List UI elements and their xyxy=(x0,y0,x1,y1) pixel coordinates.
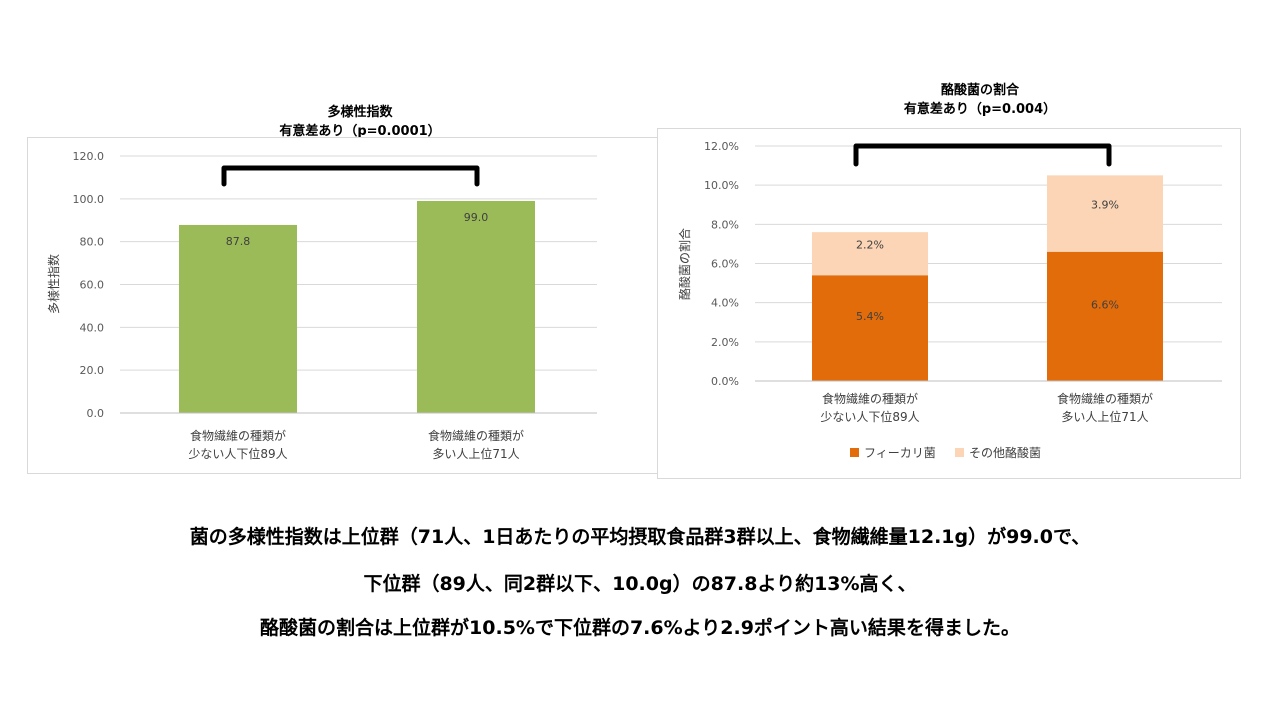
y-tick-label: 0.0 xyxy=(87,407,105,420)
right-chart-title: 酪酸菌の割合 有意差あり（p=0.004） xyxy=(835,81,1125,119)
significance-bracket xyxy=(221,165,480,187)
y-tick-label: 0.0% xyxy=(711,375,739,388)
x-category-label: 食物繊維の種類が xyxy=(1057,391,1153,406)
y-tick-label: 80.0 xyxy=(80,236,105,249)
y-tick-label: 60.0 xyxy=(80,279,105,292)
caption-line-1: 菌の多様性指数は上位群（71人、1日あたりの平均摂取食品群3群以上、食物繊維量1… xyxy=(189,526,1091,548)
bar-faecali xyxy=(1047,251,1163,381)
bar-faecali xyxy=(812,275,928,381)
diversity-chart-frame xyxy=(27,137,671,474)
bar-other xyxy=(1047,175,1163,252)
y-tick-label: 8.0% xyxy=(711,218,739,231)
bar-diversity xyxy=(417,200,535,413)
x-category-label: 食物繊維の種類が xyxy=(428,428,524,443)
left-chart-title-main: 多様性指数 xyxy=(327,105,393,120)
y-tick-label: 4.0% xyxy=(711,297,739,310)
x-category-label: 多い人上位71人 xyxy=(1061,409,1148,424)
x-category-label: 食物繊維の種類が xyxy=(822,391,918,406)
left-chart-title: 多様性指数 有意差あり（p=0.0001） xyxy=(210,103,510,141)
y-tick-label: 2.0% xyxy=(711,336,739,349)
right-chart-subtitle: 有意差あり（p=0.004） xyxy=(903,102,1057,117)
data-label: 3.9% xyxy=(1091,199,1119,212)
right-chart-title-main: 酪酸菌の割合 xyxy=(940,83,1019,98)
legend-label: その他酪酸菌 xyxy=(969,445,1041,460)
legend-swatch xyxy=(850,448,859,457)
y-tick-label: 100.0 xyxy=(73,193,105,206)
y-tick-label: 40.0 xyxy=(80,321,105,334)
significance-bracket xyxy=(853,143,1112,167)
y-tick-label: 120.0 xyxy=(73,150,105,163)
data-label: 87.8 xyxy=(226,235,251,248)
y-tick-label: 6.0% xyxy=(711,258,739,271)
data-label: 99.0 xyxy=(464,211,489,224)
x-category-label: 少ない人下位89人 xyxy=(188,446,287,461)
data-label: 2.2% xyxy=(856,239,884,252)
y-axis-label: 多様性指数 xyxy=(46,254,61,314)
data-label: 5.4% xyxy=(856,310,884,323)
x-category-label: 食物繊維の種類が xyxy=(190,428,286,443)
x-category-label: 多い人上位71人 xyxy=(432,446,519,461)
left-chart-subtitle: 有意差あり（p=0.0001） xyxy=(279,124,441,139)
y-tick-label: 20.0 xyxy=(80,364,105,377)
y-axis-label: 酪酸菌の割合 xyxy=(677,228,692,300)
y-tick-label: 10.0% xyxy=(704,179,739,192)
x-category-label: 少ない人下位89人 xyxy=(820,409,919,424)
caption-line-3: 酪酸菌の割合は上位群が10.5%で下位群の7.6%より2.9ポイント高い結果を得… xyxy=(260,617,1020,639)
data-label: 6.6% xyxy=(1091,298,1119,311)
bar-other xyxy=(812,232,928,276)
legend-swatch xyxy=(955,448,964,457)
caption-line-2: 下位群（89人、同2群以下、10.0g）の87.8より約13%高く、 xyxy=(363,573,917,595)
bar-diversity xyxy=(179,224,297,413)
legend-label: フィーカリ菌 xyxy=(864,446,936,460)
y-tick-label: 12.0% xyxy=(704,140,739,153)
